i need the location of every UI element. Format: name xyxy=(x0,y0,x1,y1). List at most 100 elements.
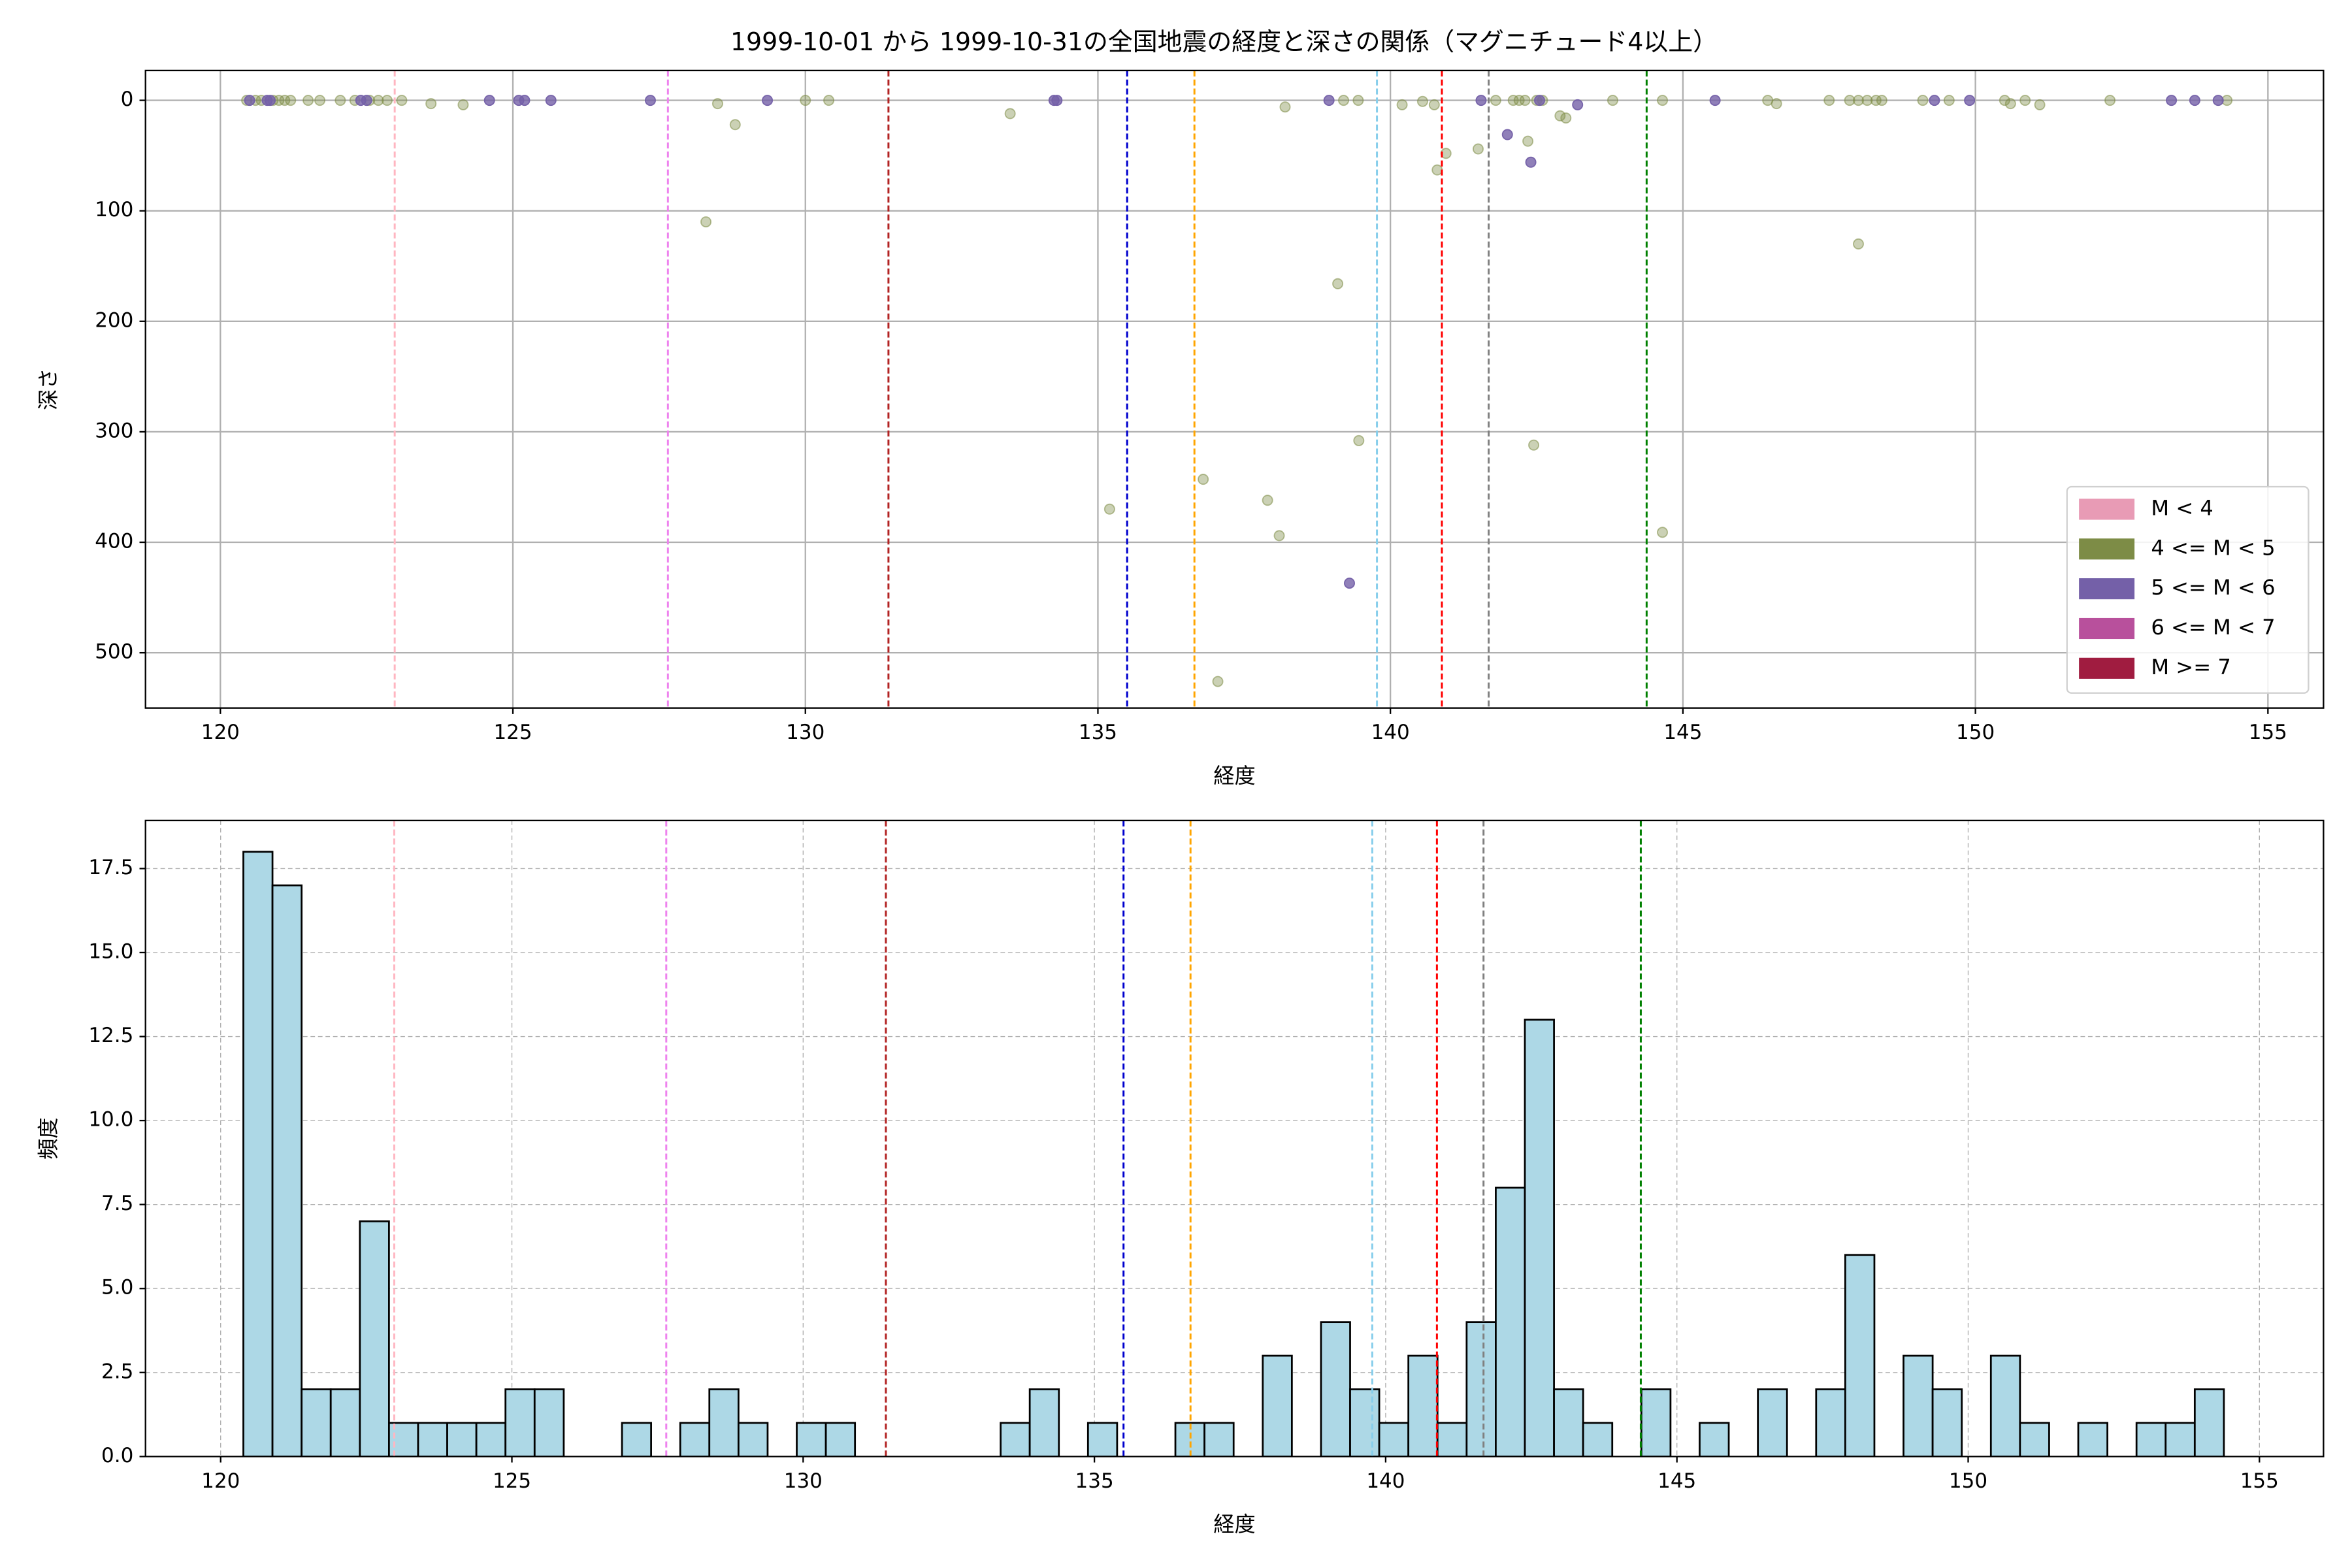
bar xyxy=(1931,1388,1963,1457)
point xyxy=(1273,530,1285,542)
x-tick-label: 125 xyxy=(493,721,532,744)
x-tick-label: 125 xyxy=(493,1469,531,1493)
point xyxy=(1352,95,1364,106)
point xyxy=(1853,95,1865,106)
point xyxy=(425,98,437,110)
bar xyxy=(1203,1422,1235,1457)
point xyxy=(1528,439,1540,451)
point xyxy=(1876,95,1887,106)
y-tick-label: 400 xyxy=(95,530,133,553)
point xyxy=(1212,676,1224,687)
point xyxy=(302,95,314,106)
x-tick-label: 130 xyxy=(786,721,825,744)
point xyxy=(800,95,811,106)
point xyxy=(1522,135,1534,147)
point xyxy=(1560,112,1572,124)
point xyxy=(1525,156,1537,168)
point xyxy=(2104,95,2116,106)
point xyxy=(1472,143,1484,155)
point xyxy=(361,95,372,106)
point xyxy=(1657,527,1669,538)
bar xyxy=(359,1220,390,1457)
point xyxy=(285,95,297,106)
legend: M < 4 4 <= M < 5 5 <= M < 6 6 <= M < 7 M >= … xyxy=(2066,485,2310,694)
point xyxy=(1929,95,1940,106)
y-axis-label: 深さ xyxy=(36,368,61,410)
point xyxy=(1103,503,1115,515)
bar xyxy=(2019,1422,2050,1457)
bar xyxy=(301,1388,332,1457)
point xyxy=(1343,578,1355,589)
x-axis-label: 経度 xyxy=(1213,763,1255,788)
point xyxy=(2189,95,2200,106)
x-tick-label: 145 xyxy=(1658,1469,1696,1493)
point xyxy=(1853,238,1865,250)
legend-swatch xyxy=(2079,617,2135,640)
bar xyxy=(1553,1388,1584,1457)
point xyxy=(279,95,291,106)
x-axis-label: 経度 xyxy=(1213,1512,1255,1537)
point xyxy=(314,95,326,106)
bar xyxy=(1436,1422,1468,1457)
point xyxy=(1513,95,1525,106)
x-tick-label: 140 xyxy=(1371,721,1410,744)
plot-area xyxy=(242,820,2225,1457)
bar xyxy=(1844,1254,1876,1457)
bar xyxy=(1640,1388,1672,1457)
y-axis-label: 頻度 xyxy=(36,1117,61,1159)
point xyxy=(1999,95,2010,106)
bar xyxy=(533,1388,565,1457)
bar xyxy=(1989,1354,2021,1457)
x-tick-label: 145 xyxy=(1663,721,1702,744)
point xyxy=(1198,474,1209,485)
bar xyxy=(1757,1388,1788,1457)
point xyxy=(382,95,393,106)
bar xyxy=(1582,1422,1614,1457)
x-tick-label: 140 xyxy=(1366,1469,1405,1493)
plot-area xyxy=(241,70,2233,708)
y-tick-label: 2.5 xyxy=(101,1360,133,1383)
legend-swatch xyxy=(2079,538,2135,560)
bar xyxy=(504,1388,536,1457)
point xyxy=(1428,99,1440,110)
point xyxy=(1844,95,1855,106)
bar xyxy=(1086,1422,1119,1457)
point xyxy=(1332,278,1344,289)
point xyxy=(1657,95,1669,106)
bar xyxy=(2164,1422,2196,1457)
bar xyxy=(475,1422,507,1457)
bar xyxy=(417,1422,448,1457)
point xyxy=(1861,95,1873,106)
x-tick-label: 120 xyxy=(201,1469,240,1493)
point xyxy=(1607,95,1618,106)
point xyxy=(1572,99,1584,110)
point xyxy=(519,95,531,106)
point xyxy=(1262,495,1273,506)
y-tick-label: 200 xyxy=(95,308,133,332)
x-tick-label: 130 xyxy=(784,1469,823,1493)
bar xyxy=(1378,1422,1410,1457)
point xyxy=(1554,110,1566,122)
y-tick-label: 7.5 xyxy=(101,1192,133,1215)
bar xyxy=(2193,1388,2225,1457)
point xyxy=(711,98,723,110)
bar xyxy=(2135,1422,2167,1457)
point xyxy=(1501,129,1513,140)
x-tick-label: 150 xyxy=(1956,721,1995,744)
bar xyxy=(1320,1321,1351,1457)
point xyxy=(1051,95,1063,106)
bar xyxy=(1349,1388,1380,1457)
bar xyxy=(329,1388,361,1457)
point xyxy=(1507,95,1519,106)
point xyxy=(1519,95,1531,106)
bar xyxy=(1407,1354,1439,1457)
x-tick-label: 120 xyxy=(201,721,240,744)
x-tick-label: 150 xyxy=(1949,1469,1987,1493)
point xyxy=(1964,95,1976,106)
bar xyxy=(825,1422,857,1457)
point xyxy=(457,99,469,110)
point xyxy=(483,95,495,106)
point xyxy=(1917,95,1929,106)
point xyxy=(1279,101,1291,113)
